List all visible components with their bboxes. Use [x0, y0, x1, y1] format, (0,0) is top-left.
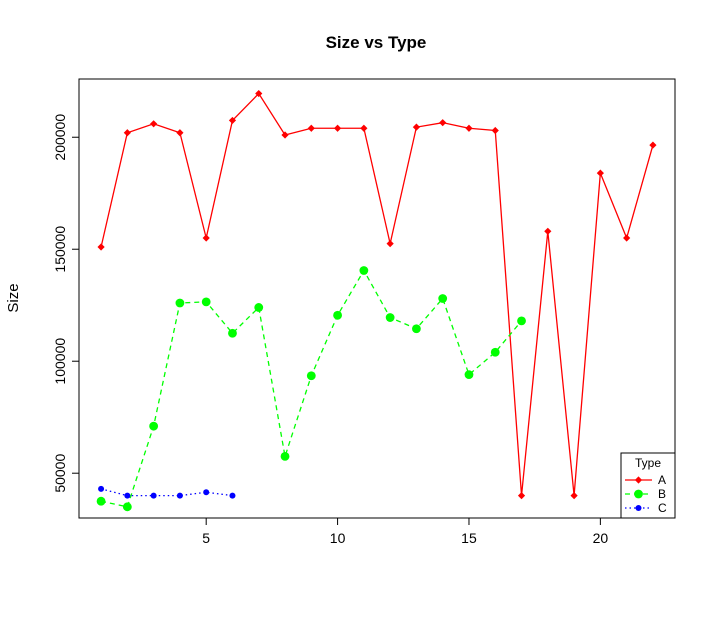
series-a-point — [255, 89, 263, 98]
legend-marker-a — [634, 476, 643, 484]
series-b-point — [333, 310, 342, 320]
legend-label-c: C — [658, 501, 667, 515]
series-b-point — [175, 298, 185, 308]
series-b-point — [438, 294, 448, 303]
series-c-point — [98, 485, 105, 492]
legend-marker-b — [634, 489, 643, 499]
series-a-point — [623, 234, 631, 242]
series-b — [96, 266, 526, 512]
series-a-point — [491, 126, 499, 135]
series-b-point — [228, 328, 237, 338]
series-c-line — [100, 488, 233, 497]
series-a-point — [97, 243, 105, 251]
series-c-point — [124, 492, 131, 499]
plot-frame — [78, 78, 676, 519]
x-tick-label: 15 — [461, 530, 477, 546]
series-b-point — [385, 313, 395, 322]
series-c — [98, 485, 236, 499]
series-a-point — [176, 129, 184, 137]
series-b-point — [412, 324, 421, 334]
series-b-line — [100, 269, 523, 508]
series-a-point — [202, 234, 210, 242]
series-b-point — [201, 297, 211, 307]
series-c-point — [229, 492, 236, 499]
series-c-point — [150, 492, 157, 499]
x-tick-label: 10 — [330, 530, 346, 546]
series-b-point — [254, 303, 264, 312]
series-b-point — [149, 421, 159, 431]
series-a-point — [150, 120, 158, 128]
chart-title: Size vs Type — [326, 33, 427, 52]
y-axis-label: Size — [5, 283, 22, 312]
series-a-point — [307, 124, 315, 132]
series-a-point — [228, 116, 237, 125]
series-a-point — [412, 123, 421, 131]
legend-title: Type — [635, 456, 661, 470]
series-a-point — [333, 124, 342, 132]
legend-label-a: A — [658, 473, 666, 487]
plot-area — [96, 89, 657, 512]
series-b-point — [96, 496, 106, 506]
x-axis: 5 10 15 20 — [202, 517, 609, 546]
x-tick-label: 20 — [593, 530, 609, 546]
series-a-point — [517, 492, 526, 500]
x-tick-label: 5 — [202, 530, 210, 546]
series-a-point — [465, 124, 473, 132]
series-b-point — [464, 370, 474, 380]
series-a-point — [281, 131, 289, 139]
series-b-point — [517, 316, 526, 326]
y-tick-label: 100000 — [52, 338, 68, 385]
y-tick-label: 200000 — [52, 114, 68, 161]
series-a-point — [596, 169, 604, 177]
series-b-point — [359, 266, 369, 275]
series-b-point — [122, 502, 132, 512]
series-a-point — [360, 124, 368, 132]
y-tick-label: 150000 — [52, 226, 68, 273]
series-b-point — [306, 371, 316, 381]
series-b-point — [280, 452, 290, 461]
series-a-point — [544, 227, 552, 235]
y-tick-label: 50000 — [52, 454, 68, 493]
y-axis: 50000 100000 150000 200000 — [52, 114, 80, 493]
series-a-point — [570, 492, 578, 500]
series-b-point — [490, 347, 500, 357]
series-a-point — [439, 119, 447, 127]
series-a-point — [649, 141, 657, 149]
series-a — [97, 89, 657, 500]
series-c-point — [203, 489, 210, 496]
series-a-line — [100, 92, 654, 496]
series-a-point — [123, 129, 131, 137]
legend: Type ABC — [620, 452, 676, 519]
series-a-point — [386, 240, 394, 248]
legend-label-b: B — [658, 487, 666, 501]
legend-box — [620, 452, 676, 519]
legend-marker-c — [635, 505, 642, 511]
series-c-point — [176, 492, 183, 499]
